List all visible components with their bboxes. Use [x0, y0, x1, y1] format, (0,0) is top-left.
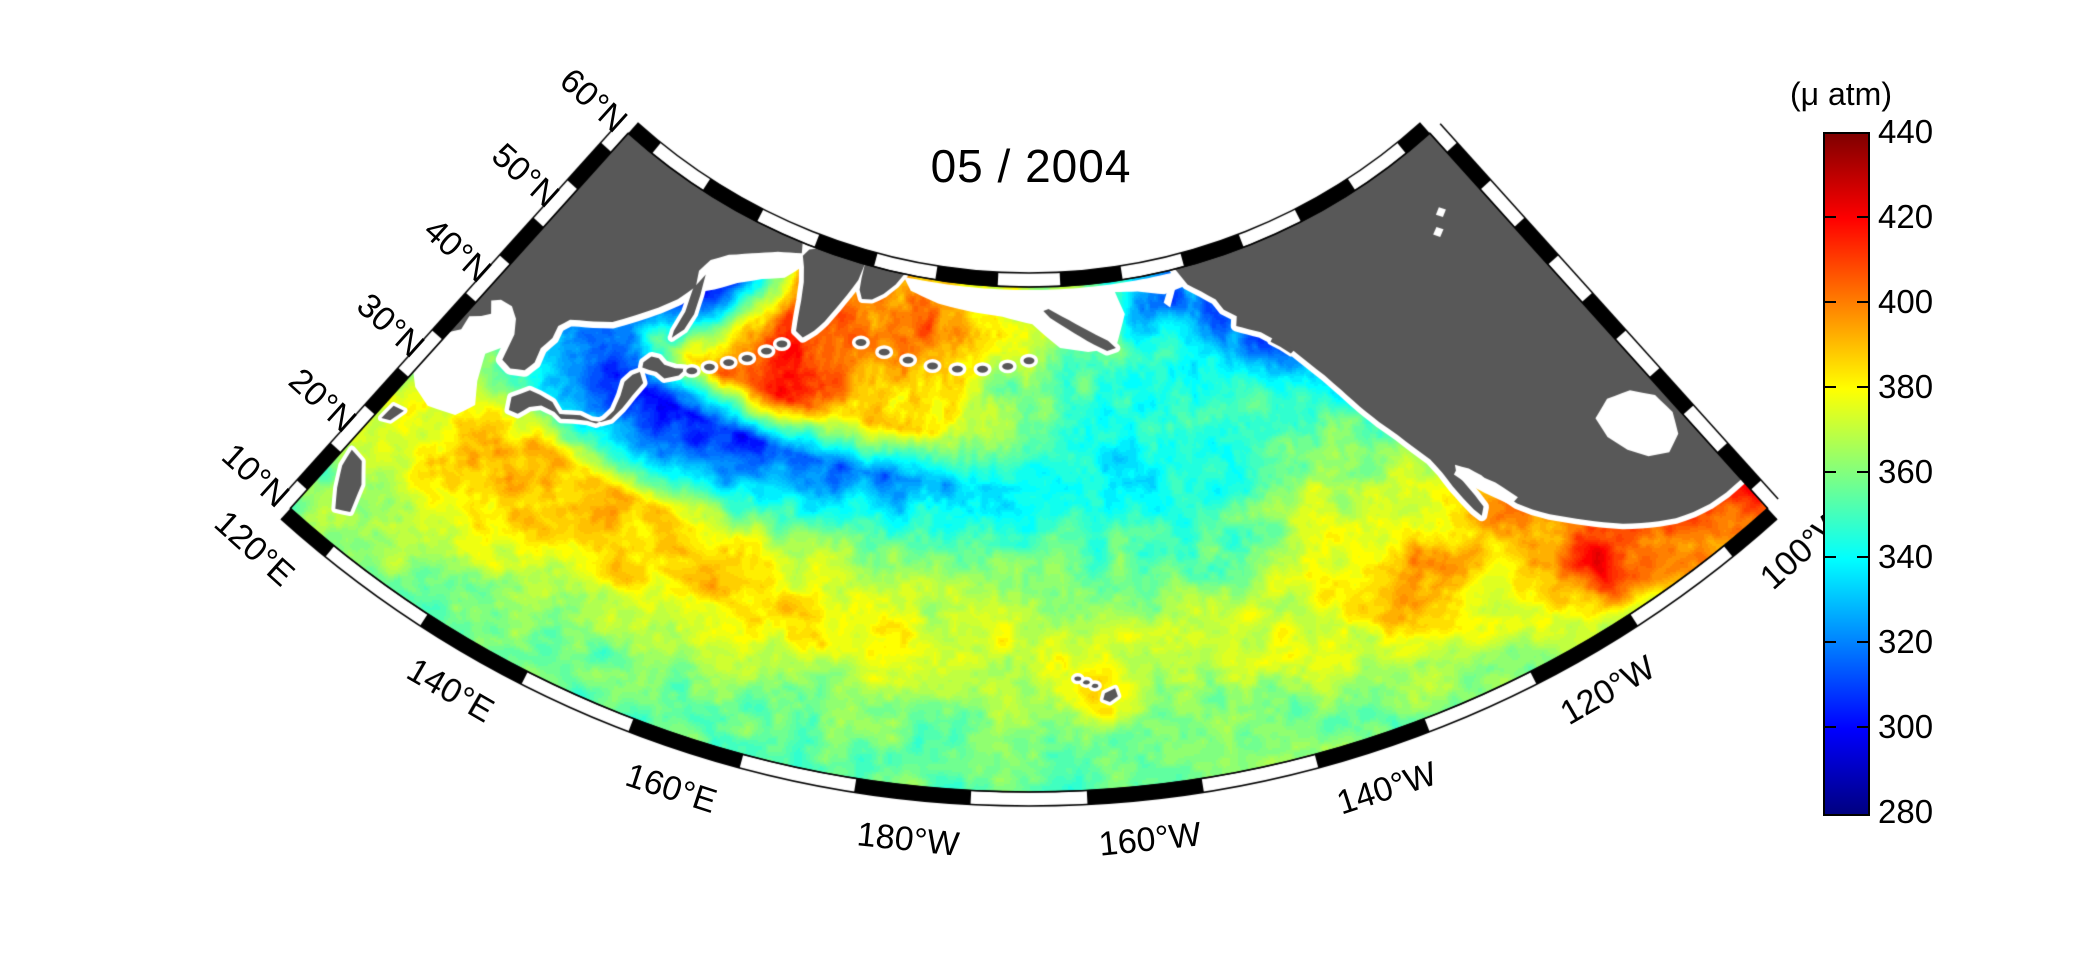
colorbar-tick-mark: [1825, 641, 1836, 643]
colorbar-tick-mark: [1825, 301, 1836, 303]
colorbar-tick-mark: [1857, 726, 1868, 728]
colorbar-tick-label-280: 280: [1878, 793, 1934, 830]
colorbar-tick-label-360: 360: [1878, 453, 1934, 490]
colorbar-tick-mark: [1825, 386, 1836, 388]
colorbar-tick-mark: [1825, 556, 1836, 558]
colorbar-tick-label-340: 340: [1878, 538, 1934, 575]
colorbar-gradient: [1823, 132, 1870, 816]
colorbar-tick-mark: [1825, 726, 1836, 728]
colorbar-tick-label-300: 300: [1878, 708, 1934, 745]
colorbar-tick-mark: [1857, 641, 1868, 643]
colorbar-tick-label-420: 420: [1878, 198, 1934, 235]
colorbar-tick-mark: [1857, 386, 1868, 388]
colorbar-tick-label-440: 440: [1878, 113, 1934, 150]
colorbar-tick-mark: [1825, 216, 1836, 218]
colorbar-tick-label-380: 380: [1878, 368, 1934, 405]
colorbar-unit-label: (μ atm): [1790, 76, 1892, 112]
colorbar-tick-mark: [1857, 471, 1868, 473]
colorbar-tick-label-320: 320: [1878, 623, 1934, 660]
date-title: 05 / 2004: [930, 140, 1132, 192]
colorbar-tick-label-400: 400: [1878, 283, 1934, 320]
colorbar-tick-mark: [1857, 301, 1868, 303]
colorbar-tick-mark: [1857, 216, 1868, 218]
colorbar-tick-mark: [1825, 471, 1836, 473]
colorbar-tick-mark: [1857, 556, 1868, 558]
